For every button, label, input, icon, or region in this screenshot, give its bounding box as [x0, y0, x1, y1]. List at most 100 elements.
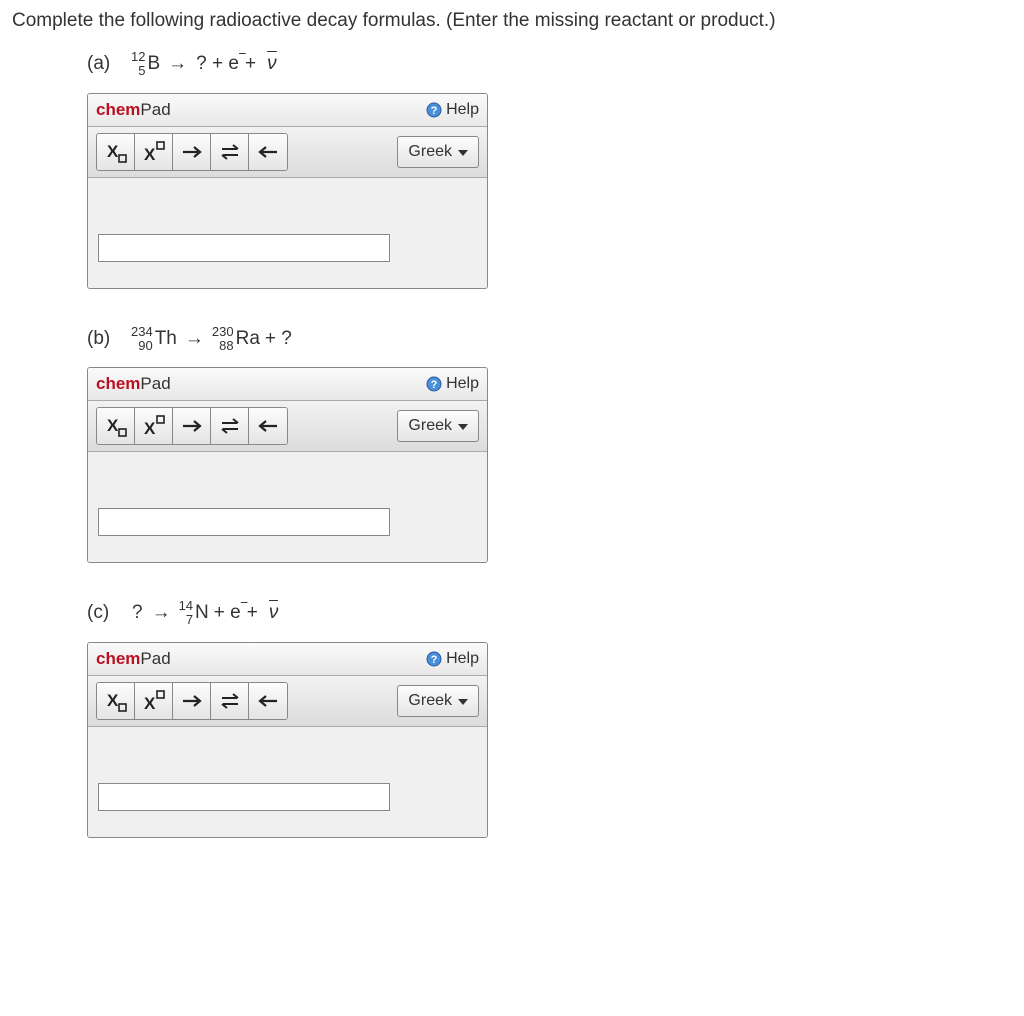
mass-number: 230: [212, 325, 234, 339]
svg-text:X: X: [107, 416, 119, 435]
equilibrium-button[interactable]: [211, 408, 249, 444]
svg-text:X: X: [144, 694, 156, 713]
nuclide-B-12-5: 12 5 B: [131, 50, 160, 79]
nuclide-N-14-7: 14 7 N: [179, 599, 209, 628]
svg-text:X: X: [107, 142, 119, 161]
svg-text:?: ?: [431, 379, 438, 391]
equation-c: (c) ? → 14 7 N + e + ν: [87, 599, 1012, 628]
part-label-b: (b): [87, 328, 129, 350]
tail-text: + ?: [265, 328, 292, 350]
help-icon: ?: [426, 376, 442, 392]
help-label: Help: [446, 101, 479, 119]
chempad-title: chemPad: [96, 649, 171, 669]
reaction-arrow: →: [185, 328, 204, 350]
greek-label: Greek: [408, 692, 452, 710]
plus-sign: +: [247, 602, 258, 624]
toolbar-button-group: X X: [96, 407, 288, 445]
greek-label: Greek: [408, 143, 452, 161]
mass-number: 234: [131, 325, 153, 339]
chempad-body: [88, 727, 487, 837]
tail-text: + e: [214, 602, 241, 624]
chempad-title: chemPad: [96, 374, 171, 394]
toolbar-button-group: X X: [96, 682, 288, 720]
mass-number: 12: [131, 50, 145, 64]
chempad-preview: [98, 198, 477, 224]
chempad-c: chemPad ? Help X X: [87, 642, 488, 838]
reaction-arrow: →: [152, 602, 171, 624]
chempad-body: [88, 452, 487, 562]
element-symbol: Ra: [236, 328, 260, 350]
subscript-button[interactable]: X: [97, 683, 135, 719]
caret-down-icon: [458, 143, 468, 161]
chempad-header: chemPad ? Help: [88, 368, 487, 401]
superscript-button[interactable]: X: [135, 408, 173, 444]
greek-label: Greek: [408, 417, 452, 435]
problem-a: (a) 12 5 B → ? + e + ν chemPad ?: [87, 50, 1012, 289]
plus-sign: +: [245, 53, 256, 75]
chempad-title: chemPad: [96, 100, 171, 120]
help-button[interactable]: ? Help: [426, 650, 479, 668]
chempad-preview: [98, 472, 477, 498]
help-icon: ?: [426, 102, 442, 118]
help-label: Help: [446, 375, 479, 393]
chempad-header: chemPad ? Help: [88, 643, 487, 676]
svg-text:X: X: [144, 419, 156, 438]
superscript-button[interactable]: X: [135, 134, 173, 170]
chempad-toolbar: X X Greek: [88, 127, 487, 178]
greek-dropdown[interactable]: Greek: [397, 685, 479, 717]
atomic-number: 7: [186, 613, 193, 627]
svg-text:X: X: [107, 691, 119, 710]
subscript-button[interactable]: X: [97, 134, 135, 170]
part-label-c: (c): [87, 602, 129, 624]
chempad-b: chemPad ? Help X X: [87, 367, 488, 563]
toolbar-button-group: X X: [96, 133, 288, 171]
antineutrino-symbol: ν: [269, 602, 279, 624]
arrow-right-button[interactable]: [173, 408, 211, 444]
help-label: Help: [446, 650, 479, 668]
chempad-input[interactable]: [98, 508, 390, 536]
caret-down-icon: [458, 692, 468, 710]
atomic-number: 88: [219, 339, 233, 353]
greek-dropdown[interactable]: Greek: [397, 136, 479, 168]
element-symbol: B: [147, 53, 160, 75]
part-label-a: (a): [87, 53, 129, 75]
element-symbol: Th: [155, 328, 177, 350]
antineutrino-symbol: ν: [267, 53, 277, 75]
arrow-left-button[interactable]: [249, 134, 287, 170]
element-symbol: N: [195, 602, 209, 624]
equation-b: (b) 234 90 Th → 230 88 Ra + ?: [87, 325, 1012, 354]
instruction-text: Complete the following radioactive decay…: [12, 10, 1012, 32]
equilibrium-button[interactable]: [211, 683, 249, 719]
chempad-preview: [98, 747, 477, 773]
help-button[interactable]: ? Help: [426, 375, 479, 393]
chempad-header: chemPad ? Help: [88, 94, 487, 127]
arrow-right-button[interactable]: [173, 134, 211, 170]
caret-down-icon: [458, 417, 468, 435]
svg-text:?: ?: [431, 105, 438, 117]
mass-number: 14: [179, 599, 193, 613]
arrow-left-button[interactable]: [249, 408, 287, 444]
nuclide-Th-234-90: 234 90 Th: [131, 325, 177, 354]
rhs-unknown-plus-e: ? + e: [196, 53, 239, 75]
problem-b: (b) 234 90 Th → 230 88 Ra + ? chemPad: [87, 325, 1012, 564]
superscript-button[interactable]: X: [135, 683, 173, 719]
help-button[interactable]: ? Help: [426, 101, 479, 119]
arrow-left-button[interactable]: [249, 683, 287, 719]
svg-text:X: X: [144, 145, 156, 164]
equilibrium-button[interactable]: [211, 134, 249, 170]
help-icon: ?: [426, 651, 442, 667]
atomic-number: 90: [138, 339, 152, 353]
chempad-toolbar: X X Greek: [88, 401, 487, 452]
problem-c: (c) ? → 14 7 N + e + ν chemPad ?: [87, 599, 1012, 838]
chempad-toolbar: X X Greek: [88, 676, 487, 727]
greek-dropdown[interactable]: Greek: [397, 410, 479, 442]
chempad-input[interactable]: [98, 234, 390, 262]
atomic-number: 5: [138, 64, 145, 78]
equation-a: (a) 12 5 B → ? + e + ν: [87, 50, 1012, 79]
arrow-right-button[interactable]: [173, 683, 211, 719]
chempad-input[interactable]: [98, 783, 390, 811]
svg-text:?: ?: [431, 654, 438, 666]
nuclide-Ra-230-88: 230 88 Ra: [212, 325, 260, 354]
chempad-a: chemPad ? Help X X: [87, 93, 488, 289]
subscript-button[interactable]: X: [97, 408, 135, 444]
